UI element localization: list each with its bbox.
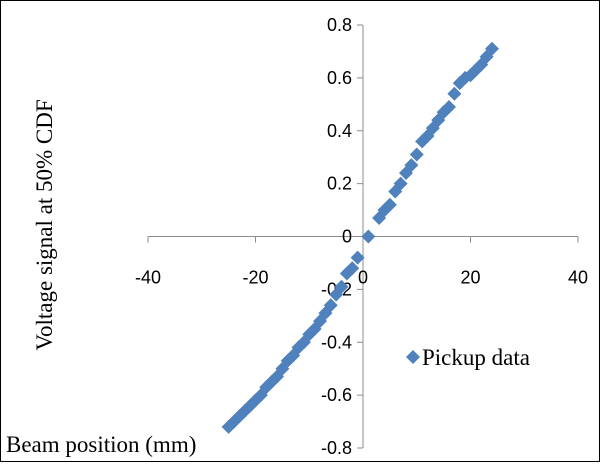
x-tick-label: -20	[242, 268, 268, 288]
data-point	[345, 261, 360, 276]
data-point	[393, 176, 408, 191]
x-tick-label: 20	[460, 268, 480, 288]
y-axis-label: Voltage signal at 50% CDF	[32, 99, 57, 350]
y-tick-label: 0.4	[327, 121, 352, 141]
legend-marker	[406, 350, 420, 364]
legend-label-pickup-data: Pickup data	[422, 345, 530, 370]
data-point	[334, 279, 349, 294]
x-tick-label: 40	[568, 268, 588, 288]
y-tick-label: -0.8	[321, 438, 352, 458]
data-points	[221, 41, 499, 434]
data-point	[447, 86, 462, 101]
x-axis-label: Beam position (mm)	[6, 432, 196, 457]
y-tick-label: 0.2	[327, 174, 352, 194]
data-point	[361, 229, 376, 244]
data-point	[323, 298, 338, 313]
data-point	[350, 250, 365, 265]
data-point	[382, 197, 397, 212]
y-tick-label: 0.6	[327, 68, 352, 88]
x-tick-label: 0	[358, 268, 368, 288]
y-tick-label: 0	[342, 227, 352, 247]
data-point	[404, 158, 419, 173]
data-point	[409, 147, 424, 162]
data-point	[442, 99, 456, 114]
y-tick-label: -0.6	[321, 385, 352, 405]
y-tick-label: 0.8	[327, 15, 352, 35]
x-tick-label: -40	[135, 268, 161, 288]
data-point	[485, 41, 499, 56]
y-tick-label: -0.4	[321, 332, 352, 352]
legend[interactable]: Pickup data	[406, 345, 530, 370]
